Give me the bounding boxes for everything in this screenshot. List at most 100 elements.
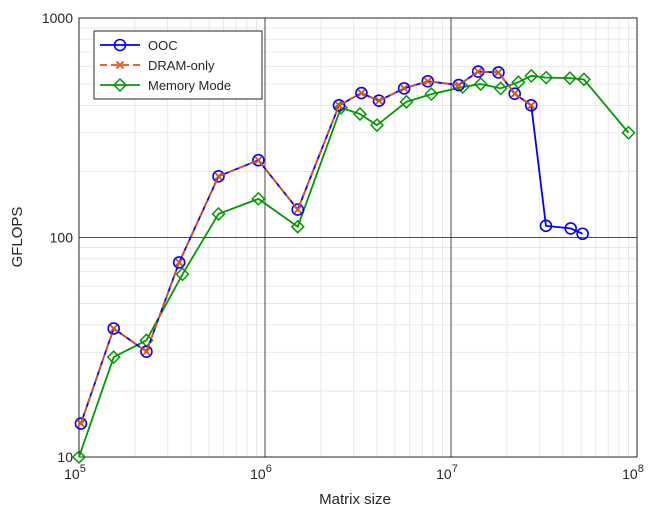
series-memory-mode — [71, 68, 636, 465]
data-point-diamond — [511, 75, 526, 90]
x-tick-label: 105 — [64, 463, 86, 482]
x-stroke — [142, 347, 151, 356]
series — [71, 65, 636, 465]
y-axis-label: GFLOPS — [9, 207, 26, 268]
x-stroke — [400, 84, 409, 93]
y-tick-label: 10 — [57, 449, 73, 465]
data-point-x — [214, 172, 223, 181]
data-point-diamond — [493, 81, 508, 96]
x-stroke — [474, 67, 483, 76]
data-point-diamond — [473, 77, 488, 92]
data-point-x — [527, 101, 536, 110]
data-point-circle — [140, 345, 153, 358]
x-stroke — [214, 172, 223, 181]
data-point-x — [423, 77, 432, 86]
x-tick-base: 10 — [64, 466, 80, 482]
legend-entry: DRAM-only — [100, 58, 215, 73]
data-point-x — [400, 84, 409, 93]
data-point-x — [454, 80, 463, 90]
data-point-circle — [397, 82, 411, 95]
data-point-x — [334, 101, 344, 110]
data-point-x — [175, 258, 184, 267]
data-point-circle — [372, 94, 386, 107]
data-point-x — [474, 67, 483, 76]
x-tick-label: 107 — [436, 463, 458, 482]
legend-label: DRAM-only — [148, 58, 215, 73]
plot-frame — [78, 17, 638, 458]
legend-entry: OOC — [100, 38, 178, 53]
x-tick-exponent: 5 — [80, 463, 86, 475]
data-point-diamond — [175, 267, 190, 282]
legend-entry: Memory Mode — [100, 77, 231, 93]
data-point-x — [293, 205, 302, 214]
x-stroke — [527, 101, 536, 110]
x-stroke — [510, 89, 519, 98]
data-point-circle — [539, 219, 553, 233]
x-tick-exponent: 7 — [452, 463, 458, 475]
x-stroke — [423, 77, 432, 86]
x-stroke — [175, 258, 184, 267]
data-point-diamond — [621, 125, 636, 140]
legend-label: Memory Mode — [148, 78, 231, 93]
x-stroke — [76, 419, 86, 428]
x-stroke — [115, 60, 125, 70]
series-dram-only — [76, 67, 536, 428]
data-point-diamond — [71, 449, 87, 465]
x-axis-label: Matrix size — [319, 491, 391, 508]
x-stroke — [254, 156, 263, 165]
data-point-x — [510, 89, 519, 98]
data-point-circle — [113, 38, 127, 52]
data-point-x — [357, 88, 366, 98]
legend: OOC DRAM-only Memory Mode — [93, 30, 263, 100]
data-point-x — [115, 60, 125, 70]
data-point-diamond — [290, 219, 305, 234]
data-point-diamond — [399, 94, 414, 109]
data-point-circle — [508, 87, 521, 100]
data-point-circle — [332, 99, 346, 112]
data-point-circle — [291, 203, 305, 216]
data-point-diamond — [251, 191, 266, 206]
x-stroke — [109, 324, 118, 333]
x-tick-base: 10 — [436, 466, 452, 482]
x-tick-exponent: 6 — [266, 463, 272, 475]
x-tick-label: 108 — [622, 463, 644, 482]
x-tick-exponent: 8 — [638, 463, 644, 475]
data-point-circle — [212, 170, 225, 183]
plot-border — [78, 17, 638, 458]
x-stroke — [374, 96, 384, 105]
data-point-x — [374, 96, 384, 105]
data-point-diamond — [562, 71, 577, 86]
data-point-circle — [74, 417, 88, 430]
data-point-diamond — [369, 118, 385, 133]
data-point-diamond — [211, 206, 226, 222]
x-stroke — [494, 68, 503, 77]
data-point-diamond — [424, 87, 439, 102]
data-point-x — [494, 68, 503, 77]
y-tick-label: 100 — [50, 230, 74, 246]
y-tick-label: 1000 — [42, 10, 73, 26]
data-point-circle — [252, 153, 265, 167]
axis-labels: Matrix size GFLOPS — [9, 207, 391, 508]
data-point-circle — [172, 256, 186, 269]
legend-label: OOC — [148, 38, 178, 53]
data-point-x — [254, 156, 263, 165]
x-stroke — [357, 88, 366, 98]
data-point-diamond — [112, 77, 128, 93]
data-point-diamond — [539, 70, 554, 85]
x-tick-base: 10 — [622, 466, 638, 482]
data-point-diamond — [576, 72, 591, 87]
data-point-x — [76, 419, 86, 428]
x-stroke — [293, 205, 302, 214]
x-stroke — [454, 80, 463, 90]
data-point-diamond — [524, 68, 539, 83]
x-stroke — [334, 101, 344, 110]
data-point-diamond — [352, 107, 368, 122]
data-point-circle — [355, 86, 368, 100]
data-point-circle — [524, 99, 538, 112]
data-point-circle — [564, 222, 577, 235]
x-tick-label: 106 — [250, 463, 272, 482]
data-point-x — [142, 347, 151, 356]
